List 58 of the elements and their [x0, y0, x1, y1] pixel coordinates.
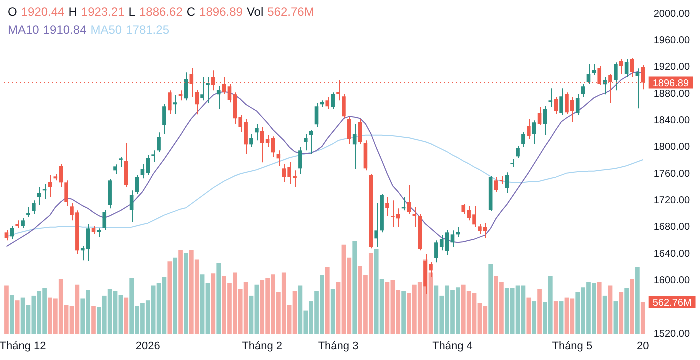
bar	[184, 253, 188, 334]
text: 562.76M	[652, 298, 692, 310]
bar	[352, 241, 358, 334]
bar	[211, 274, 216, 334]
y-tick-label: 1680.00	[654, 222, 690, 234]
bar	[124, 298, 129, 334]
y-tick-label: 1840.00	[654, 115, 690, 126]
bar	[602, 296, 608, 334]
bar	[624, 288, 629, 334]
bar	[554, 302, 558, 334]
y-tick-label: 1880.00	[654, 88, 690, 100]
bar	[488, 264, 494, 334]
candlestick	[119, 156, 123, 168]
ref-line-label: 1896.89	[652, 78, 690, 90]
y-tick-label: 1600.00	[654, 275, 690, 286]
y-tick-label: 1760.00	[654, 168, 690, 180]
y-tick-label: 1640.00	[654, 248, 690, 260]
annotation: 1910.84	[43, 23, 87, 37]
bar	[92, 306, 96, 334]
bar	[614, 302, 618, 334]
bar	[173, 258, 178, 334]
bar	[526, 298, 532, 334]
x-tick-label: Tháng 5	[552, 340, 593, 353]
bar	[597, 282, 602, 334]
candlestick	[152, 150, 156, 162]
x-tick-label: Tháng 4	[432, 340, 473, 353]
x-tick-label: Tháng 12	[0, 340, 46, 353]
bar	[636, 267, 640, 334]
bar	[15, 300, 20, 334]
y-tick-label: 2000.00	[654, 8, 690, 20]
bar	[619, 292, 624, 334]
bar	[640, 302, 646, 334]
bar	[168, 262, 172, 334]
annotation: 1781.25	[126, 23, 170, 37]
y-tick-label: 1800.00	[654, 142, 690, 154]
y-tick-label: 1720.00	[654, 195, 690, 206]
bar	[10, 295, 14, 334]
x-tick-label: 20	[637, 340, 650, 353]
bar	[608, 286, 613, 334]
bar	[330, 289, 336, 334]
text: MA50	[90, 23, 122, 37]
text: MA10	[8, 23, 40, 37]
bar	[559, 302, 564, 334]
y-tick-label: 1520.00	[654, 328, 690, 340]
x-tick-label: Tháng 2	[242, 340, 283, 353]
bar	[325, 267, 330, 334]
bar	[532, 302, 537, 334]
x-tick-label: 2026	[136, 340, 160, 353]
y-tick-label: 1920.00	[654, 62, 690, 74]
bar	[630, 279, 634, 334]
x-tick-label: Tháng 3	[318, 340, 359, 353]
bar	[178, 250, 183, 334]
text: O 1920.44 H 1923.21 L 1886.62 C 1896.89 Vol 562.76M	[8, 5, 314, 19]
bar	[402, 291, 406, 334]
bar	[216, 263, 222, 334]
y-tick-label: 1960.00	[654, 35, 690, 46]
bar	[538, 289, 542, 334]
bar	[4, 286, 9, 334]
